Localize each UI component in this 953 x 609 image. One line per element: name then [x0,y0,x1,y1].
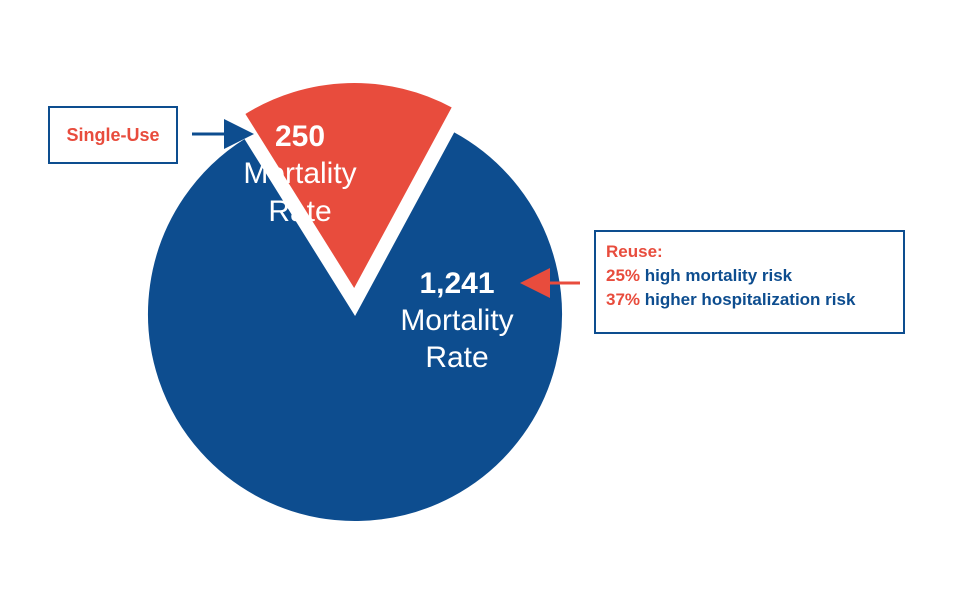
reuse-text-label-2: Rate [425,341,488,374]
single-use-slice [242,81,455,293]
reuse-stat-1-pct: 25% [606,266,641,285]
reuse-text-label: Mortality [400,304,513,337]
reuse-stat-1-text: high mortality risk [644,266,793,285]
reuse-callout-title: Reuse: [606,242,663,261]
reuse-callout: Reuse: 25% high mortality risk 37% highe… [594,230,905,334]
reuse-value-label: 1,241 [419,267,494,300]
single-use-value-label: 250 [275,120,325,153]
reuse-stat-2-pct: 37% [606,290,641,309]
single-use-callout-label: Single-Use [66,124,160,145]
reuse-stat-2-text: higher hospitalization risk [644,290,856,309]
reuse-callout-line-1: 25% high mortality risk [606,264,893,288]
reuse-slice [146,129,564,523]
single-use-callout: Single-Use [48,106,178,164]
reuse-callout-line-2: 37% higher hospitalization risk [606,288,893,312]
single-use-text-label: Mortality [243,157,356,190]
single-use-text-label-2: Rate [268,195,331,228]
